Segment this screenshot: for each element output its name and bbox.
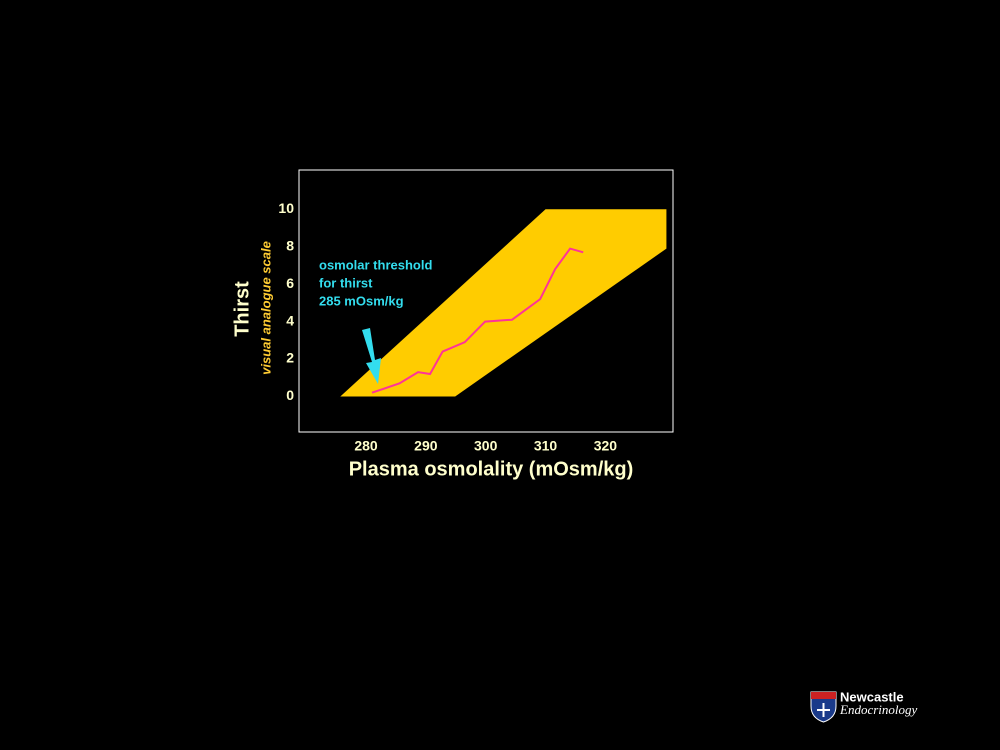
logo: Newcastle Endocrinology xyxy=(810,689,917,723)
x-axis-label: Plasma osmolality (mOsm/kg) xyxy=(349,458,634,480)
y-tick-label: 2 xyxy=(286,350,294,366)
x-tick-label: 290 xyxy=(414,438,438,454)
x-tick-label: 300 xyxy=(474,438,498,454)
y-axis-sublabel: visual analogue scale xyxy=(258,241,273,375)
normal-range-band xyxy=(340,209,667,397)
annotation-arrow xyxy=(362,328,381,384)
y-tick-label: 6 xyxy=(286,275,294,291)
data-line xyxy=(371,247,584,394)
plot-frame xyxy=(298,169,674,433)
y-tick-label: 4 xyxy=(286,312,294,328)
annotation-line: osmolar threshold xyxy=(319,257,432,272)
logo-cross xyxy=(817,703,830,717)
annotation: osmolar threshold for thirst 285 mOsm/kg xyxy=(319,257,432,308)
y-tick-label: 10 xyxy=(278,200,294,216)
x-tick-label: 280 xyxy=(354,438,378,454)
y-tick-label: 0 xyxy=(286,387,294,403)
logo-brand: Newcastle xyxy=(840,689,904,704)
x-tick-label: 310 xyxy=(534,438,558,454)
y-tick-label: 8 xyxy=(286,237,294,253)
annotation-line: 285 mOsm/kg xyxy=(319,293,404,308)
logo-sub: Endocrinology xyxy=(839,702,917,717)
logo-band xyxy=(811,692,836,699)
plot: 0 2 4 6 8 10 280 290 300 310 320 xyxy=(278,200,667,454)
x-tick-label: 320 xyxy=(594,438,618,454)
annotation-line: for thirst xyxy=(319,275,373,290)
y-axis-label: Thirst xyxy=(231,281,253,337)
